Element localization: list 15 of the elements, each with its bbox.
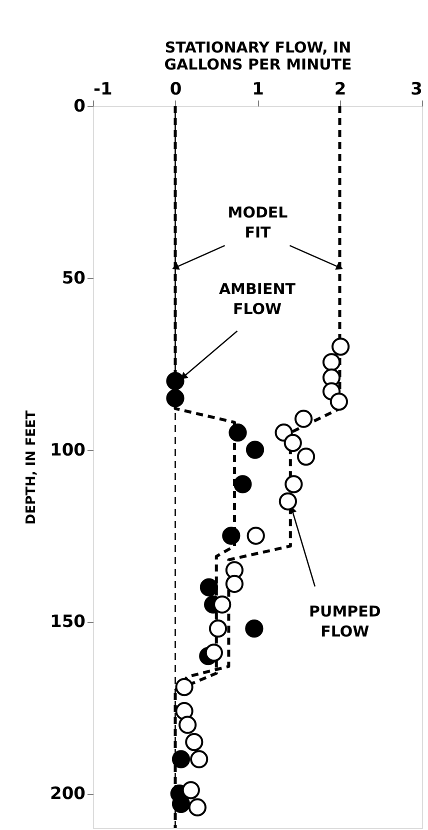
y-tick-label: 0	[74, 96, 86, 116]
x-tick-label: 0	[170, 80, 182, 100]
x-tick-label: 2	[334, 80, 346, 100]
x-tick-label: 3	[410, 80, 422, 100]
x-tick-label: 1	[252, 80, 264, 100]
annotation: PUMPED FLOW	[309, 602, 381, 640]
y-tick-label: 100	[50, 440, 86, 460]
x-axis-title: STATIONARY FLOW, IN GALLONS PER MINUTE	[164, 38, 352, 74]
y-tick-label: 50	[62, 268, 86, 288]
y-tick-label: 150	[50, 612, 86, 632]
x-tick-label: -1	[94, 80, 112, 100]
y-axis-title: DEPTH, IN FEET	[24, 410, 40, 525]
annotation: AMBIENT FLOW	[218, 280, 296, 318]
annotation: MODEL FIT	[228, 204, 288, 242]
y-tick-label: 200	[50, 784, 86, 804]
